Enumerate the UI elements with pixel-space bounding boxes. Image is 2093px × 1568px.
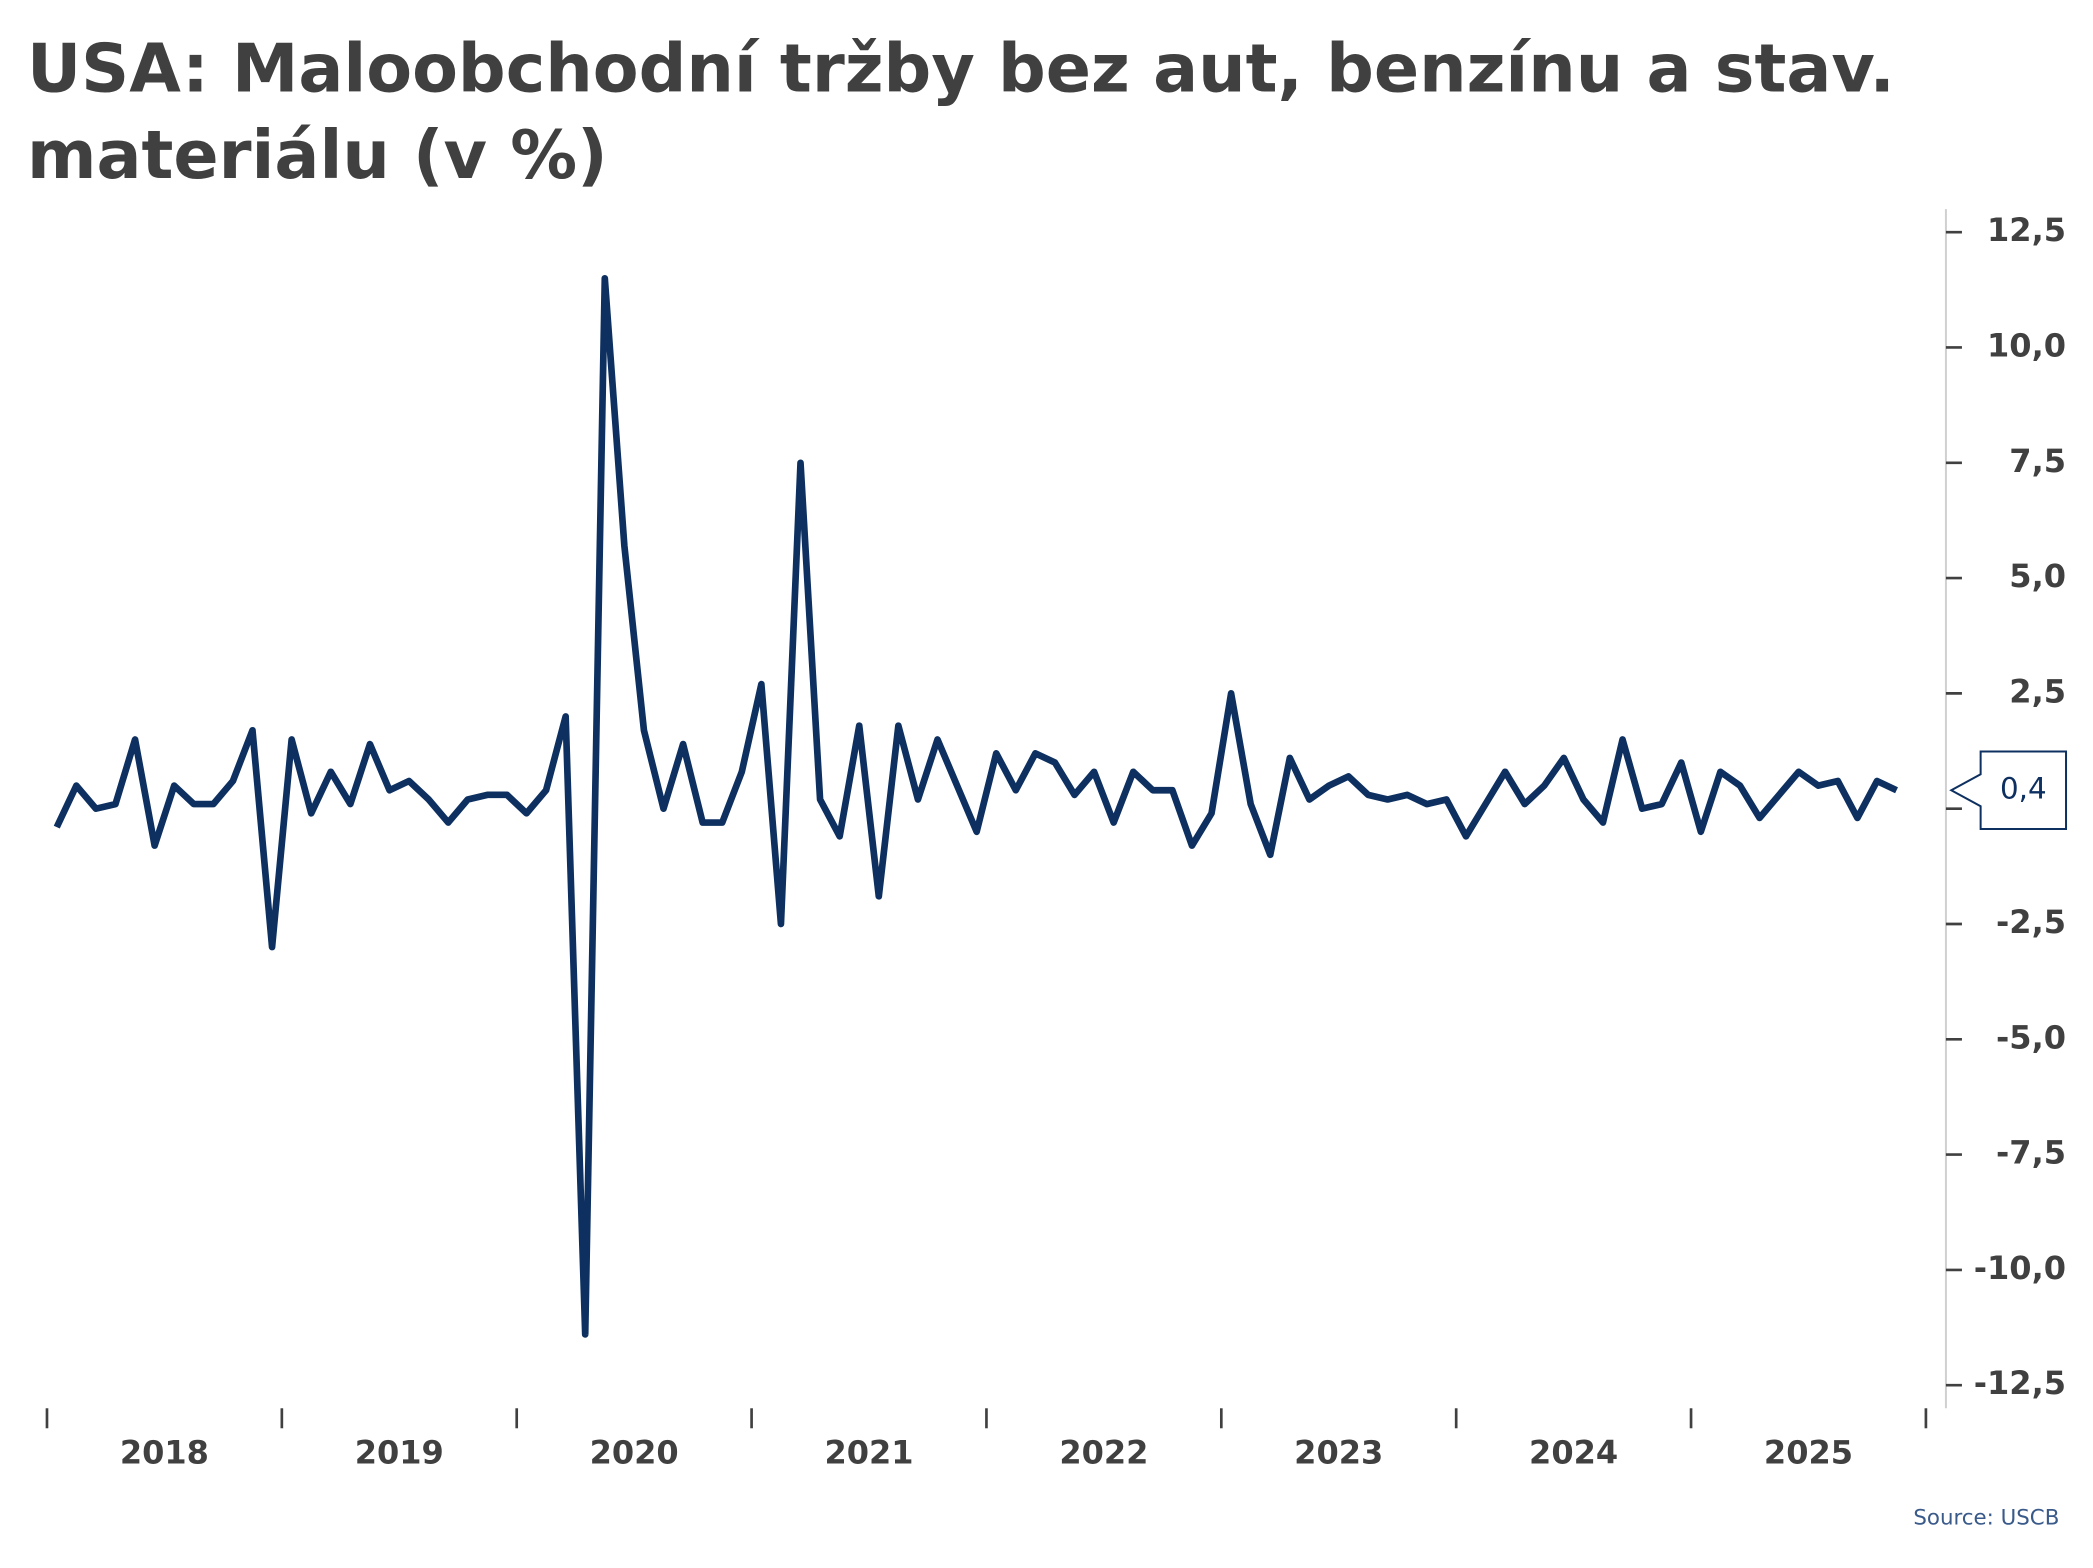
y-tick-label: -10,0 bbox=[1974, 1249, 2066, 1287]
x-tick-label: 2019 bbox=[355, 1434, 444, 1472]
y-tick-label: 10,0 bbox=[1987, 326, 2066, 364]
x-tick-label: 2023 bbox=[1294, 1434, 1383, 1472]
y-tick-label: -2,5 bbox=[1996, 903, 2066, 941]
value-callout bbox=[1949, 750, 2068, 830]
y-tick-label: 7,5 bbox=[2009, 442, 2066, 480]
y-tick-label: -7,5 bbox=[1996, 1134, 2066, 1172]
y-tick-label: 5,0 bbox=[2009, 557, 2066, 595]
x-tick-label: 2018 bbox=[120, 1434, 209, 1472]
x-tick-label: 2025 bbox=[1764, 1434, 1853, 1472]
y-tick-label: -12,5 bbox=[1974, 1364, 2066, 1402]
y-tick-label: 2,5 bbox=[2009, 672, 2066, 710]
y-tick-label: 12,5 bbox=[1987, 211, 2066, 249]
x-tick-label: 2021 bbox=[824, 1434, 913, 1472]
x-tick-label: 2020 bbox=[590, 1434, 679, 1472]
chart-title: USA: Maloobchodní tržby bez aut, benzínu… bbox=[27, 29, 1895, 107]
value-label: 0,4 bbox=[2000, 772, 2047, 806]
data-line bbox=[53, 274, 1898, 1338]
chart-title: materiálu (v %) bbox=[27, 116, 608, 194]
source: Source: USCB bbox=[1913, 1506, 2059, 1531]
x-tick-label: 2024 bbox=[1529, 1434, 1618, 1472]
x-tick-label: 2022 bbox=[1059, 1434, 1148, 1472]
y-tick-label: -5,0 bbox=[1996, 1018, 2066, 1056]
